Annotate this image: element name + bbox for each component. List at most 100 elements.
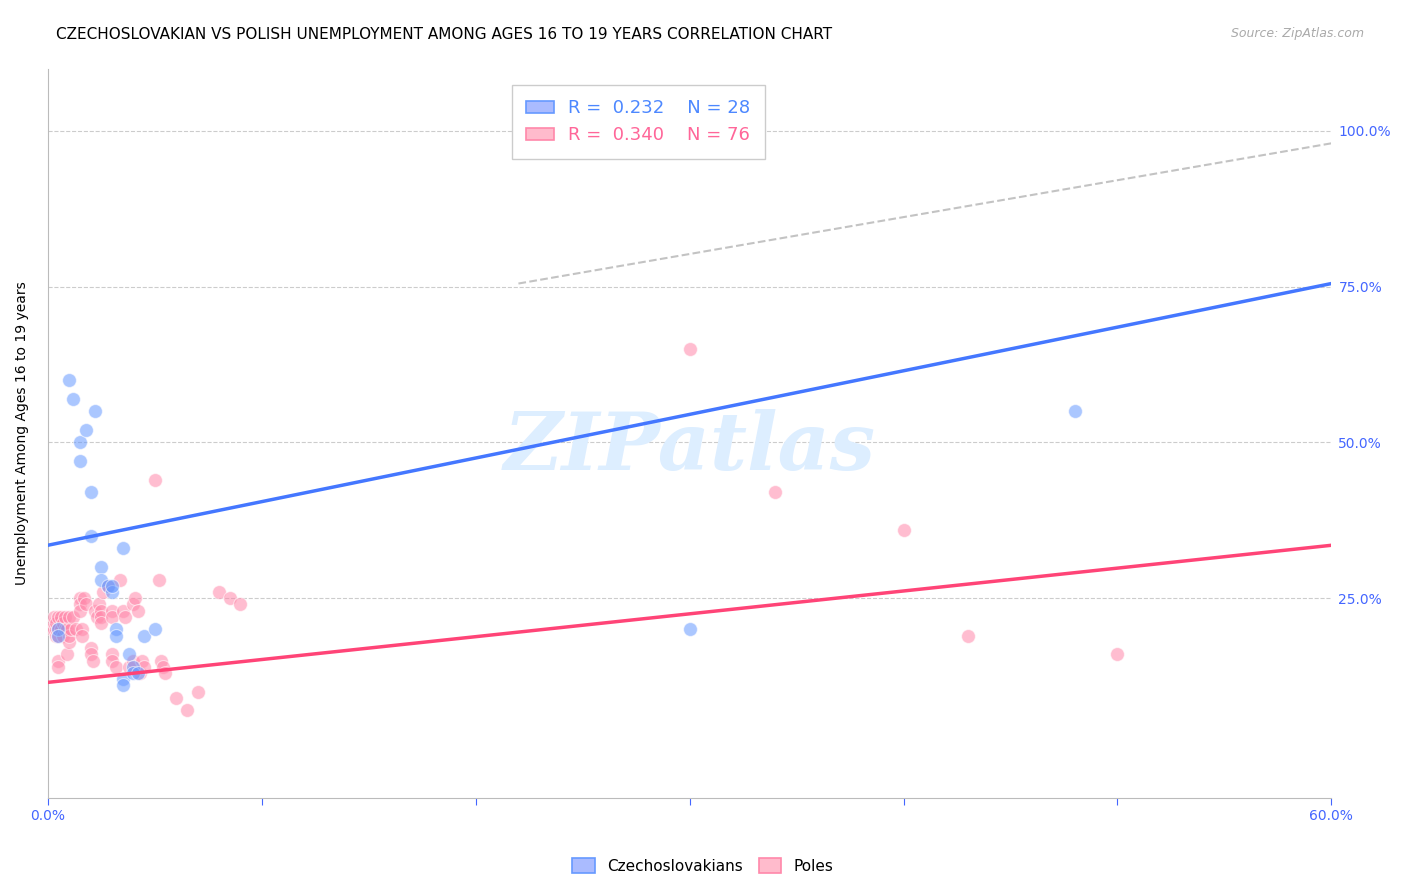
- Point: [101, 579, 124, 593]
- Point: [79, 641, 101, 656]
- Point: [45, 629, 67, 643]
- Point: [218, 591, 240, 606]
- Point: [58, 635, 80, 649]
- Point: [122, 654, 145, 668]
- Point: [678, 342, 700, 356]
- Point: [111, 604, 134, 618]
- Point: [48, 623, 70, 637]
- Point: [97, 579, 120, 593]
- Point: [105, 660, 128, 674]
- Text: ZIPatlas: ZIPatlas: [503, 409, 876, 486]
- Point: [111, 678, 134, 692]
- Point: [48, 623, 70, 637]
- Point: [69, 604, 91, 618]
- Point: [186, 684, 208, 698]
- Point: [58, 610, 80, 624]
- Point: [70, 623, 93, 637]
- Point: [69, 598, 91, 612]
- Point: [49, 623, 72, 637]
- Point: [44, 610, 66, 624]
- Point: [48, 629, 70, 643]
- Point: [114, 610, 136, 624]
- Point: [124, 591, 146, 606]
- Point: [132, 660, 155, 674]
- Point: [86, 610, 108, 624]
- Point: [118, 648, 141, 662]
- Point: [176, 703, 198, 717]
- Point: [79, 529, 101, 543]
- Point: [56, 623, 79, 637]
- Point: [148, 573, 170, 587]
- Point: [87, 598, 110, 612]
- Point: [1063, 404, 1085, 418]
- Point: [45, 623, 67, 637]
- Point: [75, 598, 97, 612]
- Point: [79, 648, 101, 662]
- Point: [70, 629, 93, 643]
- Point: [101, 604, 124, 618]
- Point: [65, 623, 87, 637]
- Point: [45, 616, 67, 631]
- Point: [58, 373, 80, 387]
- Point: [229, 598, 252, 612]
- Point: [58, 629, 80, 643]
- Point: [111, 673, 134, 687]
- Point: [48, 629, 70, 643]
- Point: [110, 573, 132, 587]
- Point: [93, 585, 115, 599]
- Point: [69, 591, 91, 606]
- Point: [52, 629, 75, 643]
- Point: [132, 629, 155, 643]
- Point: [90, 604, 112, 618]
- Point: [1107, 648, 1129, 662]
- Point: [90, 610, 112, 624]
- Text: Source: ZipAtlas.com: Source: ZipAtlas.com: [1230, 27, 1364, 40]
- Point: [53, 610, 76, 624]
- Point: [53, 623, 76, 637]
- Point: [56, 648, 79, 662]
- Point: [97, 579, 120, 593]
- Point: [127, 604, 149, 618]
- Point: [678, 623, 700, 637]
- Legend: Czechoslovakians, Poles: Czechoslovakians, Poles: [567, 852, 839, 880]
- Point: [73, 591, 96, 606]
- Point: [122, 660, 145, 674]
- Point: [62, 610, 84, 624]
- Point: [131, 654, 153, 668]
- Point: [165, 690, 187, 705]
- Text: CZECHOSLOVAKIAN VS POLISH UNEMPLOYMENT AMONG AGES 16 TO 19 YEARS CORRELATION CHA: CZECHOSLOVAKIAN VS POLISH UNEMPLOYMENT A…: [56, 27, 832, 42]
- Point: [52, 616, 75, 631]
- Point: [143, 473, 166, 487]
- Point: [62, 392, 84, 406]
- Point: [152, 660, 174, 674]
- Point: [956, 629, 979, 643]
- Point: [90, 573, 112, 587]
- Point: [143, 623, 166, 637]
- Point: [44, 616, 66, 631]
- Point: [49, 610, 72, 624]
- Point: [208, 585, 231, 599]
- Point: [122, 598, 145, 612]
- Point: [83, 604, 105, 618]
- Point: [150, 654, 173, 668]
- Point: [128, 666, 150, 681]
- Point: [111, 541, 134, 556]
- Point: [41, 623, 63, 637]
- Point: [90, 616, 112, 631]
- Point: [101, 585, 124, 599]
- Point: [75, 423, 97, 437]
- Point: [69, 454, 91, 468]
- Point: [101, 654, 124, 668]
- Point: [122, 666, 145, 681]
- Point: [90, 560, 112, 574]
- Point: [101, 648, 124, 662]
- Point: [48, 660, 70, 674]
- Point: [83, 404, 105, 418]
- Point: [763, 485, 786, 500]
- Point: [105, 623, 128, 637]
- Point: [48, 654, 70, 668]
- Point: [48, 610, 70, 624]
- Point: [82, 654, 104, 668]
- Point: [79, 485, 101, 500]
- Legend: R =  0.232    N = 28, R =  0.340    N = 76: R = 0.232 N = 28, R = 0.340 N = 76: [512, 85, 765, 159]
